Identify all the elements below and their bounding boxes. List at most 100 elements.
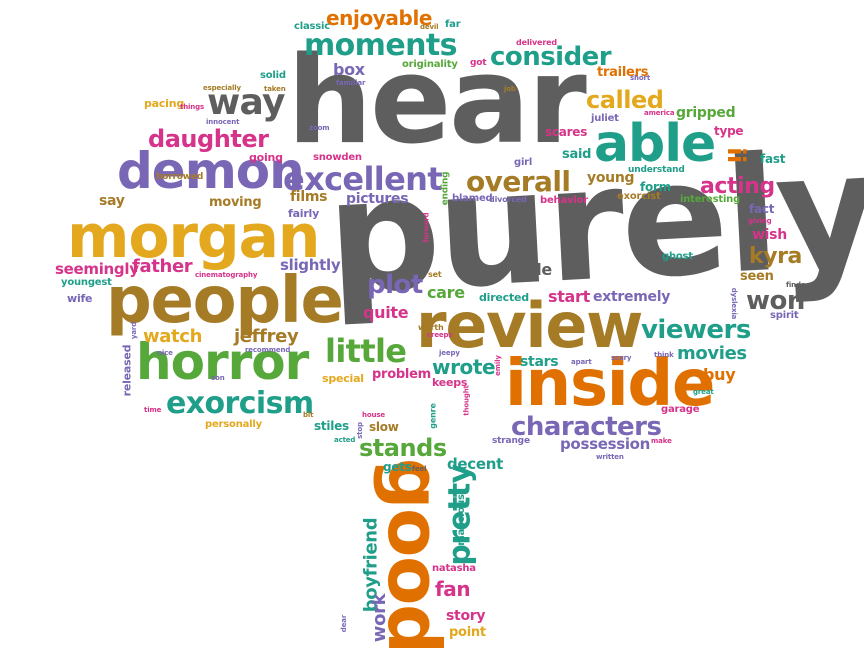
word-recommend: recommend bbox=[245, 346, 291, 354]
word-possession: possession bbox=[560, 435, 651, 453]
word-buy: buy bbox=[703, 365, 736, 384]
word-going: going bbox=[249, 151, 283, 164]
word-exorcism: exorcism bbox=[166, 386, 314, 421]
word-story: story bbox=[446, 608, 486, 624]
word-daughter: daughter bbox=[148, 125, 269, 153]
word-problem: problem bbox=[372, 367, 431, 382]
word-stands: stands bbox=[359, 434, 447, 462]
word-pacing: pacing bbox=[144, 97, 184, 110]
word-scary: scary bbox=[611, 354, 632, 362]
word-dyslexia: dyslexia bbox=[730, 287, 739, 320]
word-spirit: spirit bbox=[770, 310, 799, 321]
word-snowden: snowden bbox=[313, 152, 362, 163]
word-house: house bbox=[362, 411, 385, 419]
word-won: won bbox=[746, 286, 805, 316]
word-fact: fact bbox=[749, 202, 775, 216]
word-gets: gets bbox=[383, 460, 412, 474]
word-apart: apart bbox=[571, 358, 592, 366]
word-jeepy: jeepy bbox=[439, 349, 460, 357]
word-type: type bbox=[714, 124, 744, 138]
word-directed: directed bbox=[479, 291, 529, 304]
word-strange: strange bbox=[492, 436, 530, 446]
word-emily: emily bbox=[493, 355, 502, 376]
word-got: got bbox=[470, 58, 487, 68]
word-worth: worth bbox=[418, 323, 444, 332]
word-finds: finds bbox=[786, 281, 805, 289]
word-released: released bbox=[120, 344, 134, 397]
word-jeffrey: jeffrey bbox=[234, 326, 299, 347]
word-characters: characters bbox=[511, 412, 662, 442]
word-ghost: ghost bbox=[662, 251, 693, 262]
word-viewers: viewers bbox=[641, 315, 751, 345]
word-far: far bbox=[445, 19, 461, 30]
word-nice: nice bbox=[157, 349, 173, 357]
word-innocent: innocent bbox=[206, 118, 240, 126]
word-time: time bbox=[144, 406, 162, 414]
word-personally: personally bbox=[205, 419, 262, 430]
word-overall: overall bbox=[466, 165, 571, 198]
word-moving: moving bbox=[209, 195, 262, 210]
word-exorcist: exorcist bbox=[617, 191, 661, 202]
word-forward: forward bbox=[422, 212, 431, 243]
word-originality: originality bbox=[402, 59, 458, 70]
word-set: set bbox=[428, 270, 442, 279]
word-bit: bit bbox=[303, 411, 314, 419]
word-think: think bbox=[654, 351, 674, 359]
word-horror: horror bbox=[136, 333, 309, 391]
word-called: called bbox=[586, 86, 664, 114]
word-trailers: trailers bbox=[597, 65, 649, 80]
word-behavior: behavior bbox=[540, 195, 588, 206]
word-fast: fast bbox=[760, 152, 786, 166]
word-seemingly: seemingly bbox=[55, 260, 139, 278]
word-stars: stars bbox=[520, 354, 559, 370]
word-pictures: pictures bbox=[346, 191, 409, 207]
word-creeps: creeps bbox=[427, 331, 453, 339]
word-special: special bbox=[322, 372, 364, 385]
word-youngest: youngest bbox=[61, 277, 112, 288]
word-plot: plot bbox=[367, 270, 423, 300]
word-keeps: keeps bbox=[432, 376, 468, 389]
word-juliet: juliet bbox=[591, 113, 619, 124]
word-delivered: delivered bbox=[516, 38, 557, 47]
word-watch: watch bbox=[143, 326, 203, 347]
word-point: point bbox=[449, 625, 486, 640]
word-extremely: extremely bbox=[593, 289, 671, 305]
word-work: work bbox=[369, 593, 391, 643]
word-ending: ending bbox=[440, 171, 451, 206]
word-wife: wife bbox=[67, 292, 93, 305]
word-hear: hear bbox=[287, 32, 587, 171]
word-able: able bbox=[594, 114, 716, 174]
word-review: review bbox=[416, 289, 643, 362]
word-moments: moments bbox=[304, 28, 457, 63]
word-slightly: slightly bbox=[280, 256, 341, 274]
word-genre: genre bbox=[428, 403, 438, 429]
word-natasha: natasha bbox=[432, 563, 476, 574]
word-interesting: interesting bbox=[680, 194, 741, 205]
word-blamed: blamed bbox=[452, 193, 493, 204]
word-fan: fan bbox=[435, 577, 471, 601]
word-solid: solid bbox=[260, 70, 286, 81]
word-quite: quite bbox=[363, 303, 409, 322]
word-zoom: zoom bbox=[309, 124, 330, 132]
word-young: young bbox=[587, 170, 635, 186]
word-son: son bbox=[211, 374, 225, 382]
word-written: written bbox=[596, 453, 624, 461]
word-inside: inside bbox=[505, 347, 715, 421]
word-yard: yard bbox=[130, 321, 139, 340]
word-seen: seen bbox=[740, 269, 774, 284]
word-stop: stop bbox=[355, 422, 364, 439]
word-people: people bbox=[106, 264, 344, 338]
word-especially: especially bbox=[203, 84, 241, 92]
word-father: father bbox=[132, 256, 193, 277]
word-job: job bbox=[504, 85, 516, 93]
word-role: role bbox=[518, 260, 552, 279]
word-familiar: familiar bbox=[336, 79, 366, 87]
word-thought: thought bbox=[462, 385, 471, 416]
word-feel: feel bbox=[412, 465, 427, 473]
word-stiles: stiles bbox=[314, 419, 349, 433]
word-dear: dear bbox=[340, 614, 349, 633]
word-understand: understand bbox=[628, 165, 685, 175]
word-way: way bbox=[207, 82, 285, 123]
word-things: things bbox=[180, 103, 205, 111]
word-classic: classic bbox=[294, 21, 330, 32]
